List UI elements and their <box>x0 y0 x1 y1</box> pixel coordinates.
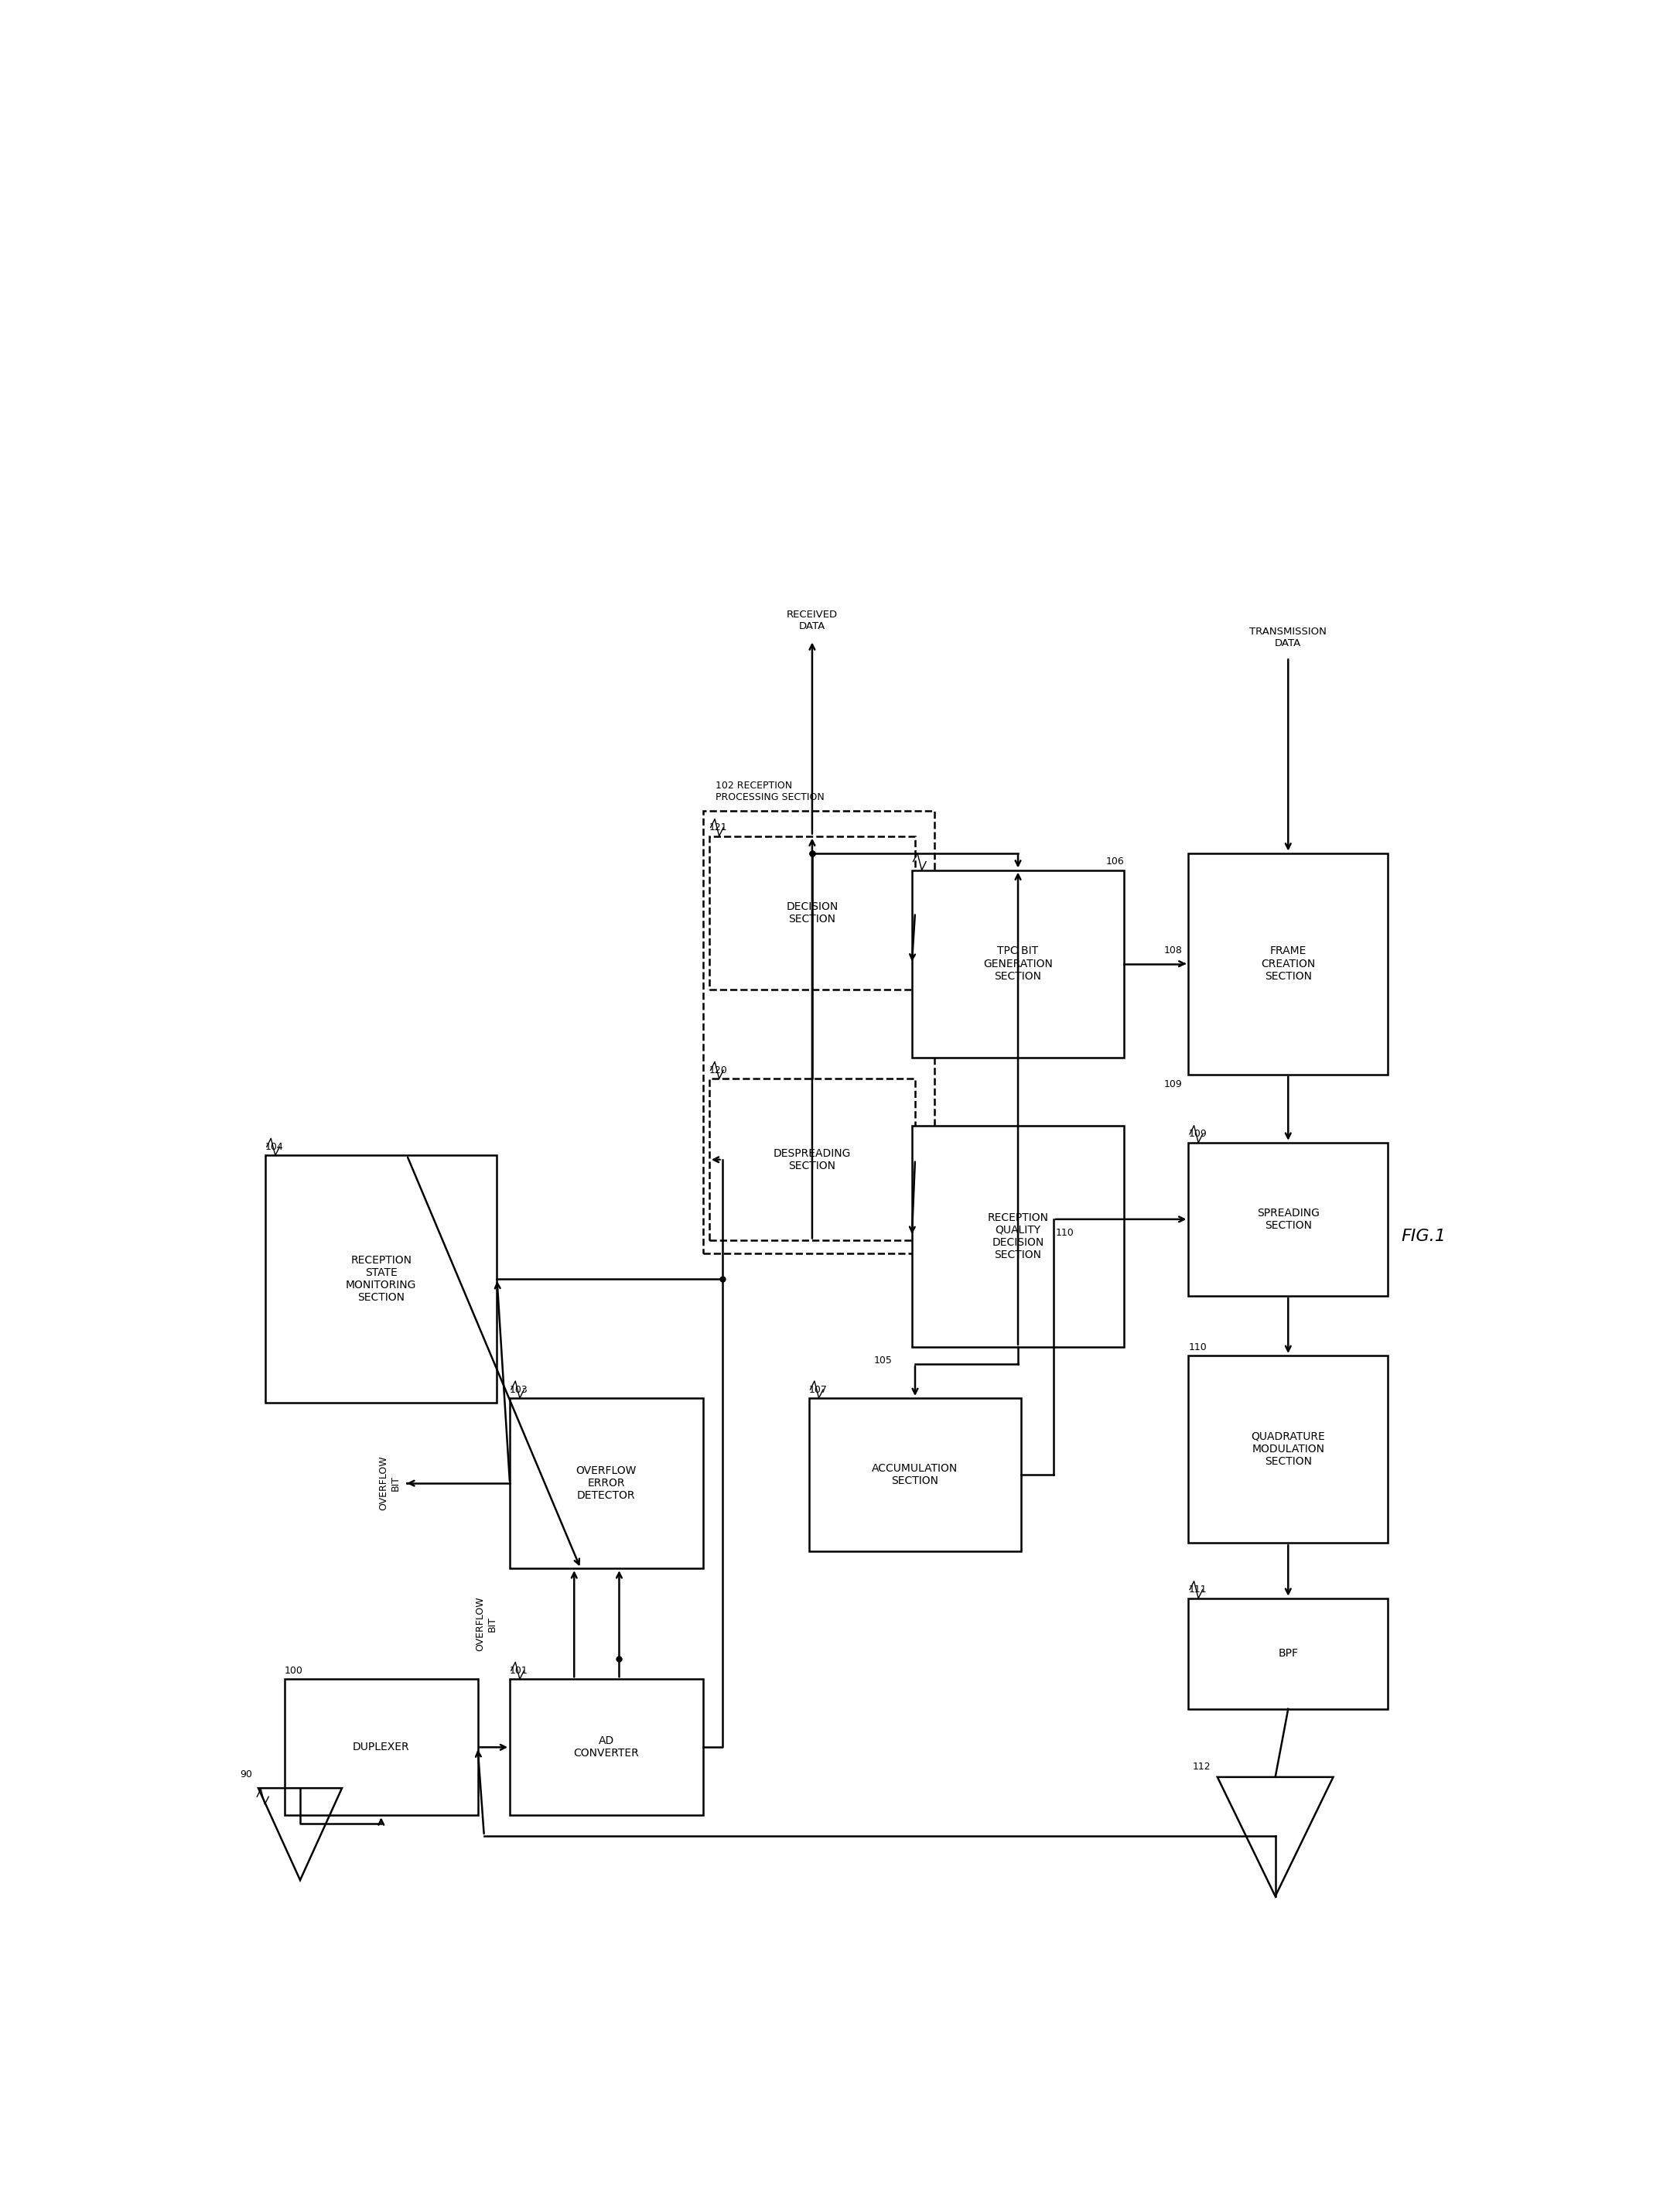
FancyBboxPatch shape <box>266 1155 496 1402</box>
Text: AD
CONVERTER: AD CONVERTER <box>574 1736 639 1759</box>
Text: 109: 109 <box>1164 1079 1182 1091</box>
Text: 104: 104 <box>266 1141 284 1152</box>
Text: OVERFLOW
ERROR
DETECTOR: OVERFLOW ERROR DETECTOR <box>576 1464 637 1502</box>
Text: 105: 105 <box>875 1356 893 1365</box>
Text: TRANSMISSION
DATA: TRANSMISSION DATA <box>1250 626 1326 648</box>
Text: DESPREADING
SECTION: DESPREADING SECTION <box>774 1148 852 1172</box>
Text: 103: 103 <box>510 1385 528 1396</box>
Text: RECEPTION
QUALITY
DECISION
SECTION: RECEPTION QUALITY DECISION SECTION <box>988 1212 1049 1261</box>
Text: DECISION
SECTION: DECISION SECTION <box>787 900 838 925</box>
Text: 102 RECEPTION
PROCESSING SECTION: 102 RECEPTION PROCESSING SECTION <box>715 781 825 803</box>
Text: DUPLEXER: DUPLEXER <box>352 1741 410 1752</box>
Text: 108: 108 <box>1164 945 1182 956</box>
Text: 109: 109 <box>1189 1128 1207 1139</box>
Text: 101: 101 <box>510 1666 528 1677</box>
FancyBboxPatch shape <box>286 1679 478 1816</box>
Text: 110: 110 <box>1056 1228 1074 1239</box>
Text: TPC BIT
GENERATION
SECTION: TPC BIT GENERATION SECTION <box>983 947 1052 982</box>
Text: 120: 120 <box>709 1066 727 1075</box>
FancyBboxPatch shape <box>911 869 1124 1057</box>
FancyBboxPatch shape <box>1189 1356 1388 1544</box>
Text: FRAME
CREATION
SECTION: FRAME CREATION SECTION <box>1262 947 1315 982</box>
Text: 112: 112 <box>1192 1763 1210 1772</box>
FancyBboxPatch shape <box>911 1126 1124 1347</box>
Text: 111: 111 <box>1189 1584 1207 1595</box>
FancyBboxPatch shape <box>510 1398 702 1568</box>
FancyBboxPatch shape <box>1189 1144 1388 1296</box>
Text: BPF: BPF <box>1278 1648 1298 1659</box>
Text: FIG.1: FIG.1 <box>1401 1228 1446 1243</box>
Text: SPREADING
SECTION: SPREADING SECTION <box>1257 1208 1320 1230</box>
FancyBboxPatch shape <box>510 1679 702 1816</box>
Text: ACCUMULATION
SECTION: ACCUMULATION SECTION <box>872 1462 958 1486</box>
FancyBboxPatch shape <box>1189 854 1388 1075</box>
Text: 110: 110 <box>1189 1343 1207 1352</box>
Text: 90: 90 <box>239 1770 252 1781</box>
Text: OVERFLOW
BIT: OVERFLOW BIT <box>475 1597 496 1650</box>
Text: 121: 121 <box>709 823 727 832</box>
Text: 106: 106 <box>1106 856 1124 867</box>
FancyBboxPatch shape <box>702 810 935 1254</box>
FancyBboxPatch shape <box>709 836 915 989</box>
FancyBboxPatch shape <box>808 1398 1021 1551</box>
FancyBboxPatch shape <box>709 1079 915 1241</box>
Text: 107: 107 <box>808 1385 827 1396</box>
FancyBboxPatch shape <box>1189 1599 1388 1710</box>
Text: OVERFLOW
BIT: OVERFLOW BIT <box>378 1455 400 1511</box>
Text: RECEPTION
STATE
MONITORING
SECTION: RECEPTION STATE MONITORING SECTION <box>345 1254 417 1303</box>
Text: QUADRATURE
MODULATION
SECTION: QUADRATURE MODULATION SECTION <box>1252 1431 1325 1467</box>
Text: 100: 100 <box>286 1666 304 1677</box>
Text: RECEIVED
DATA: RECEIVED DATA <box>787 611 838 633</box>
